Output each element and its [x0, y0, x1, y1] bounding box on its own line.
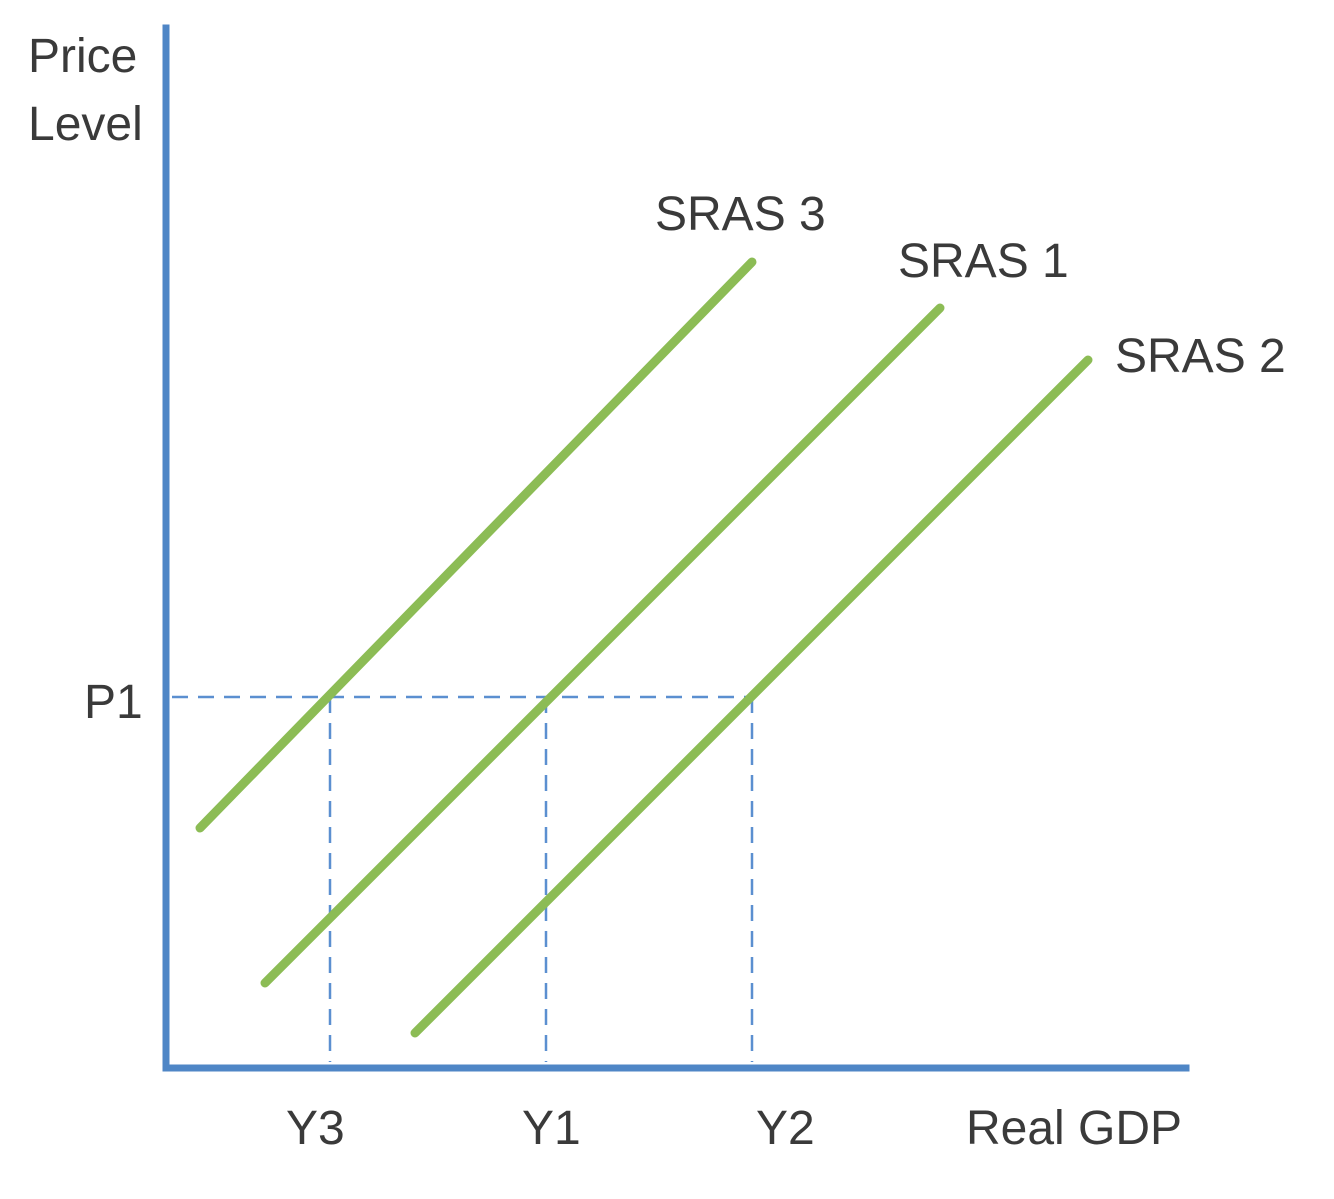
y-axis-label-line2: Level	[28, 98, 143, 151]
x-axis-label: Real GDP	[966, 1102, 1182, 1155]
sras-3-curve	[195, 257, 757, 833]
sras-curves	[195, 257, 1093, 1038]
p1-label: P1	[84, 676, 143, 729]
guide-lines	[172, 695, 754, 1062]
sras-2-label: SRAS 2	[1115, 330, 1286, 383]
y2-label: Y2	[756, 1102, 815, 1155]
y3-label: Y3	[286, 1102, 345, 1155]
sras-2-curve	[410, 355, 1093, 1038]
sras-3-label: SRAS 3	[655, 188, 826, 241]
y1-label: Y1	[522, 1102, 581, 1155]
sras-1-curve	[260, 303, 945, 988]
y-axis-label-line1: Price	[28, 30, 137, 83]
sras-1-label: SRAS 1	[898, 235, 1069, 288]
axes	[162, 24, 1190, 1072]
